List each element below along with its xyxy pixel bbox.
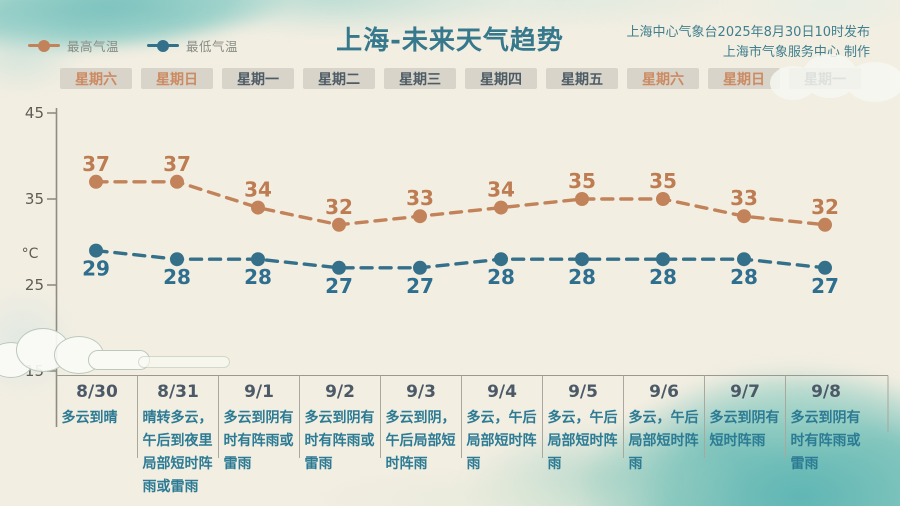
data-point-最高气温-9/4 — [494, 200, 508, 215]
value-label-最低气温-8/30: 29 — [82, 257, 110, 281]
legend-item-min-temp: 最低气温 — [147, 36, 238, 55]
weekday-header-8/31: 星期日 — [141, 68, 213, 89]
date-label-9/5: 9/5 — [568, 382, 598, 402]
y-tick-label-35: 35 — [25, 190, 44, 208]
weather-description-9/1: 多云到阴有 时有阵雨或 雷雨 — [223, 410, 294, 472]
value-label-最高气温-9/3: 33 — [406, 186, 434, 210]
max-temp-line-swatch — [28, 39, 60, 52]
min-temp-line-swatch — [147, 39, 180, 52]
weather-description-9/4: 多云，午后 局部短时阵 雨 — [466, 410, 537, 472]
y-tick-label-15: 15 — [25, 362, 44, 380]
data-point-最低气温-9/4 — [494, 252, 508, 267]
weekday-header-9/6: 星期六 — [627, 68, 699, 89]
data-point-最高气温-9/2 — [332, 217, 346, 232]
value-label-最高气温-9/1: 34 — [244, 178, 272, 202]
data-point-最低气温-9/6 — [656, 252, 670, 267]
data-point-最高气温-9/6 — [656, 192, 670, 206]
date-label-9/1: 9/1 — [244, 382, 274, 402]
legend-min-label: 最低气温 — [186, 39, 239, 54]
value-label-最低气温-9/3: 27 — [406, 274, 434, 298]
value-label-最高气温-9/5: 35 — [568, 169, 596, 193]
data-point-最低气温-9/3 — [413, 260, 427, 275]
date-label-8/30: 8/30 — [76, 382, 118, 402]
date-label-9/6: 9/6 — [649, 382, 679, 402]
weekday-header-9/5: 星期五 — [546, 68, 618, 89]
value-label-最低气温-9/8: 27 — [811, 274, 839, 298]
data-point-最低气温-8/30 — [89, 243, 103, 258]
value-label-最高气温-9/7: 33 — [730, 186, 758, 210]
date-label-9/8: 9/8 — [811, 382, 841, 402]
value-label-最高气温-9/2: 32 — [325, 195, 353, 219]
publisher-line2: 上海市气象服务中心 制作 — [722, 45, 870, 60]
weekday-header-9/2: 星期二 — [303, 68, 375, 89]
weekday-header-9/3: 星期三 — [384, 68, 456, 89]
data-point-最高气温-9/3 — [413, 209, 427, 224]
value-label-最高气温-9/4: 34 — [487, 178, 515, 202]
value-label-最高气温-8/30: 37 — [82, 152, 110, 176]
data-point-最高气温-9/8 — [818, 217, 832, 232]
weekday-header-9/1: 星期一 — [222, 68, 294, 89]
data-point-最高气温-8/30 — [89, 174, 103, 189]
publisher-info: 上海中心气象台2025年8月30日10时发布 上海市气象服务中心 制作 — [627, 23, 870, 63]
y-axis-unit-label: °C — [22, 246, 39, 262]
series-line-最低气温 — [94, 248, 827, 270]
data-point-最低气温-8/31 — [170, 252, 184, 267]
data-point-最低气温-9/2 — [332, 260, 346, 275]
data-point-最高气温-9/1 — [251, 200, 265, 215]
weekday-header-9/4: 星期四 — [465, 68, 537, 89]
weekday-header-8/30: 星期六 — [60, 68, 132, 89]
weather-description-8/31: 晴转多云， 午后到夜里 局部短时阵 雨或雷雨 — [142, 410, 213, 495]
weather-description-9/8: 多云到阴有 时有阵雨或 雷雨 — [790, 410, 861, 472]
data-point-最低气温-9/5 — [575, 252, 589, 267]
publisher-line1: 上海中心气象台2025年8月30日10时发布 — [626, 25, 870, 40]
data-point-最低气温-9/8 — [818, 260, 832, 275]
date-label-9/2: 9/2 — [325, 382, 355, 402]
y-tick-label-25: 25 — [25, 276, 44, 294]
data-point-最高气温-8/31 — [170, 174, 184, 189]
value-label-最高气温-9/8: 32 — [811, 195, 839, 219]
weather-description-9/5: 多云，午后 局部短时阵 雨 — [547, 410, 618, 472]
value-label-最低气温-9/2: 27 — [325, 274, 353, 298]
weather-description-8/30: 多云到晴 — [61, 410, 118, 426]
weekday-header-9/7: 星期日 — [708, 68, 780, 89]
value-label-最低气温-8/31: 28 — [163, 265, 191, 289]
date-label-9/4: 9/4 — [487, 382, 517, 402]
value-label-最低气温-9/5: 28 — [568, 265, 596, 289]
value-label-最低气温-9/7: 28 — [730, 265, 758, 289]
y-tick-label-45: 45 — [25, 104, 44, 122]
data-point-最低气温-9/1 — [251, 252, 265, 267]
value-label-最高气温-8/31: 37 — [163, 152, 191, 176]
series-line-最高气温 — [94, 180, 827, 227]
weather-description-9/7: 多云到阴有 短时阵雨 — [709, 410, 780, 449]
legend: 最高气温 最低气温 — [28, 36, 238, 55]
value-label-最高气温-9/6: 35 — [649, 169, 677, 193]
date-label-8/31: 8/31 — [157, 382, 199, 402]
legend-item-max-temp: 最高气温 — [28, 36, 119, 55]
value-label-最低气温-9/6: 28 — [649, 265, 677, 289]
date-label-9/7: 9/7 — [730, 382, 760, 402]
weather-description-9/2: 多云到阴有 时有阵雨或 雷雨 — [304, 410, 375, 472]
min-temp-dot-icon — [157, 39, 170, 52]
max-temp-dot-icon — [38, 39, 50, 52]
date-label-9/3: 9/3 — [406, 382, 436, 402]
weather-description-9/6: 多云，午后 局部短时阵 雨 — [628, 410, 699, 472]
weather-description-9/3: 多云到阴， 午后局部短 时阵雨 — [385, 410, 456, 472]
value-label-最低气温-9/4: 28 — [487, 265, 515, 289]
data-point-最高气温-9/7 — [737, 209, 751, 224]
weekday-header-9/8: 星期一 — [789, 68, 861, 89]
data-point-最高气温-9/5 — [575, 192, 589, 206]
data-point-最低气温-9/7 — [737, 252, 751, 267]
value-label-最低气温-9/1: 28 — [244, 265, 272, 289]
legend-max-label: 最高气温 — [67, 39, 120, 54]
